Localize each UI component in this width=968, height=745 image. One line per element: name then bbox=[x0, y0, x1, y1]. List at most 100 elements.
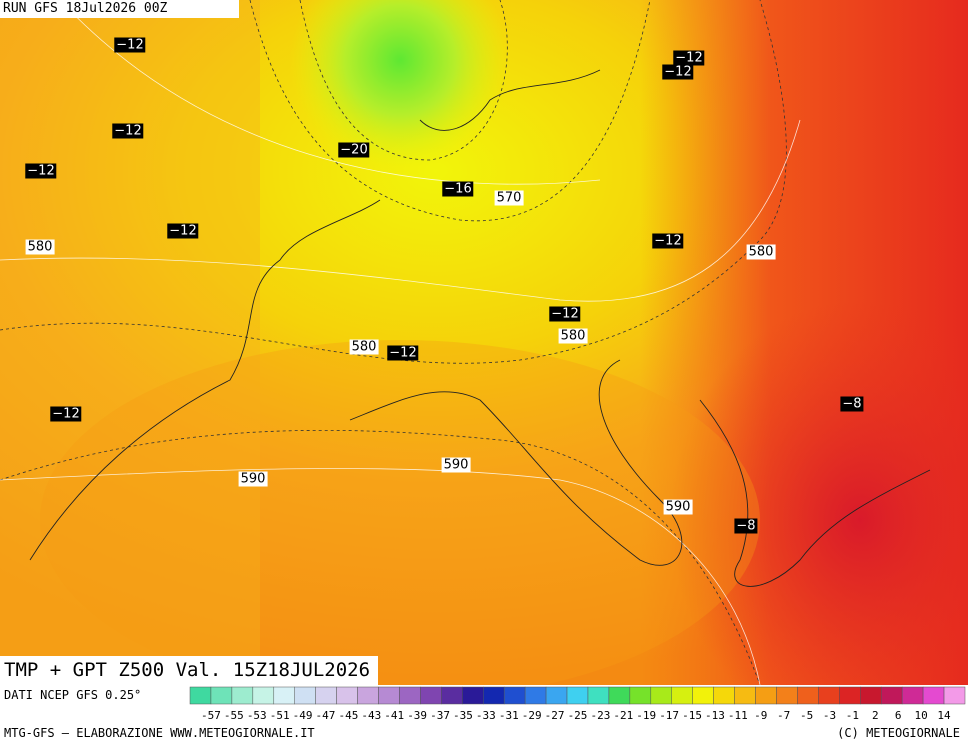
colorbar-tick-label: -39 bbox=[407, 709, 427, 722]
colorbar-tick-label: -57 bbox=[201, 709, 221, 722]
colorbar-tick-label: -35 bbox=[453, 709, 473, 722]
contour-label: −12 bbox=[387, 345, 419, 361]
colorbar-tick-label: 2 bbox=[872, 709, 879, 722]
colorbar-tick-label: -11 bbox=[728, 709, 748, 722]
color-swatch bbox=[797, 686, 819, 705]
color-swatch bbox=[608, 686, 631, 705]
color-swatch bbox=[671, 686, 693, 705]
color-swatch bbox=[566, 686, 589, 705]
contour-label: −20 bbox=[338, 142, 370, 158]
color-swatch bbox=[839, 686, 861, 705]
colorbar-tick-label: -47 bbox=[316, 709, 336, 722]
map-title: TMP + GPT Z500 Val. 15Z18JUL2026 bbox=[0, 656, 379, 685]
color-swatch bbox=[545, 686, 568, 705]
colorbar-tick-label: -51 bbox=[270, 709, 290, 722]
colorbar-tick-label: -19 bbox=[636, 709, 656, 722]
color-swatch bbox=[922, 686, 945, 705]
colorbar-tick-label: -1 bbox=[846, 709, 859, 722]
color-swatch bbox=[210, 686, 233, 705]
data-source: DATI NCEP GFS 0.25° bbox=[4, 688, 142, 702]
colorbar-tick-label: -21 bbox=[613, 709, 633, 722]
credit: MTG-GFS — ELABORAZIONE WWW.METEOGIORNALE… bbox=[4, 726, 315, 740]
contour-label: 590 bbox=[663, 499, 693, 515]
colorbar-tick-label: 10 bbox=[915, 709, 928, 722]
color-swatch bbox=[524, 686, 547, 705]
color-swatch bbox=[943, 686, 966, 705]
colorbar-tick-label: -45 bbox=[338, 709, 358, 722]
color-swatch bbox=[294, 686, 316, 705]
contour-label: 570 bbox=[494, 190, 524, 206]
color-swatch bbox=[692, 686, 714, 705]
colorbar-tick-label: 6 bbox=[895, 709, 902, 722]
color-swatch bbox=[818, 686, 840, 705]
color-swatch bbox=[629, 686, 652, 705]
contour-label: −12 bbox=[167, 223, 199, 239]
colorbar-tick-label: -33 bbox=[476, 709, 496, 722]
color-swatch bbox=[755, 686, 777, 705]
color-swatch bbox=[378, 686, 400, 705]
colorbar-tick-label: -9 bbox=[754, 709, 767, 722]
colorbar: -57 -55 -53 -51 -49 -47 -45 -43 -41 -39 -37 -35 -33-… bbox=[189, 686, 966, 722]
color-swatch bbox=[462, 686, 484, 705]
contour-label: −16 bbox=[442, 181, 474, 197]
color-swatch bbox=[357, 686, 379, 705]
colorbar-tick-label: -13 bbox=[705, 709, 725, 722]
contour-label: −8 bbox=[734, 518, 758, 534]
color-swatch bbox=[776, 686, 798, 705]
colorbar-tick-label: 14 bbox=[937, 709, 951, 722]
contour-label: 580 bbox=[349, 339, 379, 355]
contour-label: −12 bbox=[112, 123, 144, 139]
color-swatch bbox=[860, 686, 882, 705]
contour-label: −12 bbox=[50, 406, 82, 422]
colorbar-tick-label: -25 bbox=[568, 709, 588, 722]
color-swatch bbox=[650, 686, 673, 705]
contour-label: 590 bbox=[238, 471, 268, 487]
color-swatch bbox=[503, 686, 526, 705]
color-swatch bbox=[441, 686, 463, 705]
contour-label: −12 bbox=[114, 37, 146, 53]
colorbar-tick-label: -41 bbox=[384, 709, 404, 722]
color-swatch bbox=[336, 686, 358, 705]
contour-label: −12 bbox=[673, 50, 705, 66]
colorbar-tick-label: -43 bbox=[361, 709, 381, 722]
color-swatch bbox=[587, 686, 610, 705]
colorbar-tick-label: -5 bbox=[800, 709, 813, 722]
colorbar-tick-label: -3 bbox=[823, 709, 836, 722]
contour-label: 590 bbox=[441, 457, 471, 473]
colorbar-tick-label: -15 bbox=[682, 709, 702, 722]
contour-label: −12 bbox=[25, 163, 57, 179]
run-header: RUN GFS 18Jul2026 00Z bbox=[0, 0, 239, 18]
color-swatch bbox=[189, 686, 212, 705]
copyright: (C) METEOGIORNALE bbox=[837, 726, 960, 740]
color-swatch bbox=[420, 686, 442, 705]
contour-label: 580 bbox=[746, 244, 776, 260]
colorbar-tick-label: -27 bbox=[545, 709, 565, 722]
contour-label: −12 bbox=[549, 306, 581, 322]
color-swatch bbox=[231, 686, 254, 705]
color-swatch bbox=[901, 686, 924, 705]
colorbar-tick-label: -37 bbox=[430, 709, 450, 722]
colorbar-tick-label: -29 bbox=[522, 709, 542, 722]
colorbar-tick-label: -23 bbox=[590, 709, 610, 722]
color-swatch bbox=[482, 686, 505, 705]
contour-label: −12 bbox=[652, 233, 684, 249]
color-swatch bbox=[399, 686, 421, 705]
color-swatch bbox=[734, 686, 756, 705]
contour-label: −8 bbox=[840, 396, 864, 412]
color-swatch bbox=[315, 686, 337, 705]
colorbar-tick-label: -55 bbox=[224, 709, 244, 722]
contour-label: 580 bbox=[558, 328, 588, 344]
color-swatch bbox=[252, 686, 275, 705]
colorbar-tick-label: -49 bbox=[293, 709, 313, 722]
colorbar-tick-label: -17 bbox=[659, 709, 679, 722]
color-swatch bbox=[273, 686, 295, 705]
colorbar-tick-label: -31 bbox=[499, 709, 519, 722]
colorbar-tick-label: -7 bbox=[777, 709, 790, 722]
contour-label: −12 bbox=[662, 64, 694, 80]
contour-label: 580 bbox=[25, 239, 55, 255]
color-swatch bbox=[713, 686, 735, 705]
map bbox=[0, 0, 968, 685]
colorbar-tick-label: -53 bbox=[247, 709, 267, 722]
color-swatch bbox=[880, 686, 903, 705]
